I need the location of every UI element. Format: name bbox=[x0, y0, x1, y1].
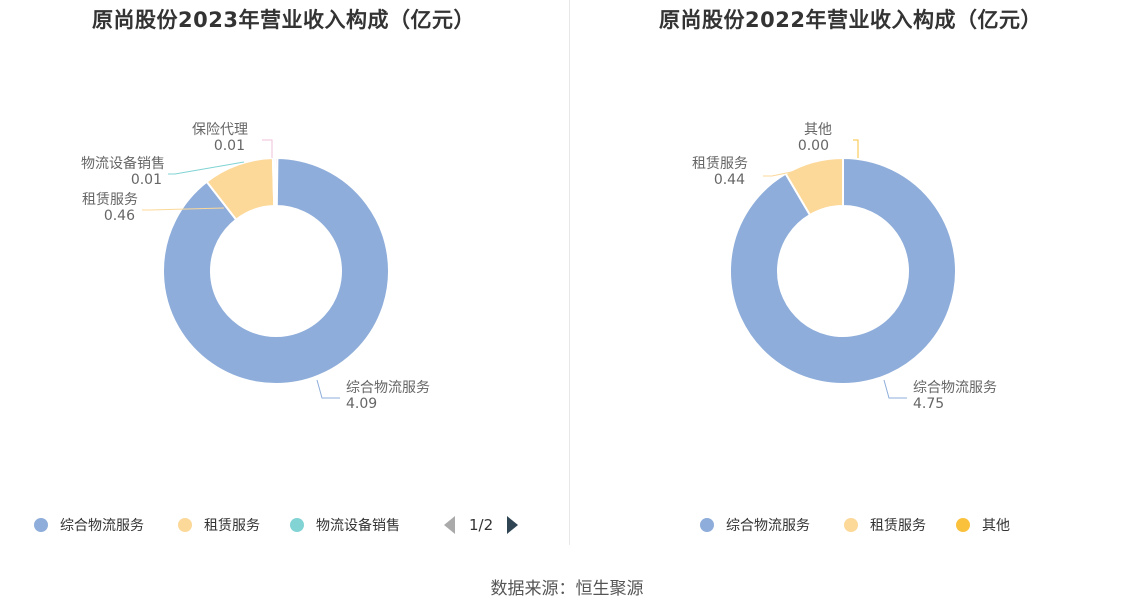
legend-label: 综合物流服务 bbox=[60, 518, 144, 534]
slice-label-value: 4.75 bbox=[913, 396, 944, 412]
slice-label-value: 0.00 bbox=[798, 138, 829, 154]
label-leader-line bbox=[316, 379, 340, 399]
label-leader-line bbox=[262, 139, 273, 158]
panel-divider bbox=[569, 0, 570, 545]
legend-dot bbox=[844, 518, 858, 532]
legend-label: 租赁服务 bbox=[870, 518, 926, 534]
legend-pager: 1/2 bbox=[444, 512, 519, 538]
data-source-note: 数据来源：恒生聚源 bbox=[490, 579, 644, 599]
slice-label-name: 租赁服务 bbox=[692, 156, 748, 172]
slice-label-name: 综合物流服务 bbox=[913, 380, 997, 396]
label-leader-line bbox=[168, 161, 245, 175]
donut-slice[interactable] bbox=[274, 157, 279, 208]
chart-panel-2022: 原尚股份2022年营业收入构成（亿元） 综合物流服务 4.75 租赁服务 0.44 其他… bbox=[567, 0, 1134, 545]
prev-page-icon[interactable] bbox=[444, 516, 455, 534]
legend-item-integrated-logistics[interactable]: 综合物流服务 bbox=[34, 512, 144, 538]
chart-title-2023: 原尚股份2023年营业收入构成（亿元） bbox=[92, 8, 475, 32]
slice-label-name: 保险代理 bbox=[192, 122, 248, 138]
donut-slice[interactable] bbox=[784, 156, 844, 217]
slice-label-name: 综合物流服务 bbox=[346, 380, 430, 396]
slice-label-value: 4.09 bbox=[346, 396, 377, 412]
legend-dot bbox=[290, 518, 304, 532]
donut-slice[interactable] bbox=[729, 156, 957, 385]
slice-label-value: 0.01 bbox=[214, 138, 245, 154]
legend-item-integrated-logistics[interactable]: 综合物流服务 bbox=[700, 512, 810, 538]
slice-label-value: 0.01 bbox=[131, 172, 162, 188]
slice-label-value: 0.44 bbox=[714, 172, 745, 188]
chart-panel-2023: 原尚股份2023年营业收入构成（亿元） 综合物流服务 4.09 租赁服务 0.46 物流… bbox=[0, 0, 567, 545]
legend-dot bbox=[34, 518, 48, 532]
slice-label-name: 物流设备销售 bbox=[81, 155, 165, 172]
page-indicator: 1/2 bbox=[469, 516, 494, 534]
label-leader-line bbox=[763, 169, 802, 177]
legend-label: 租赁服务 bbox=[204, 518, 260, 534]
legend-label: 物流设备销售 bbox=[316, 518, 400, 534]
slice-label-name: 其他 bbox=[804, 122, 832, 138]
chart-title-2022: 原尚股份2022年营业收入构成（亿元） bbox=[659, 8, 1042, 32]
legend-item-equipment-sales[interactable]: 物流设备销售 bbox=[290, 512, 400, 538]
slice-label-name: 租赁服务 bbox=[82, 192, 138, 208]
legend-dot bbox=[700, 518, 714, 532]
legend-dot bbox=[956, 518, 970, 532]
legend-2022: 综合物流服务 租赁服务 其他 bbox=[567, 512, 1134, 538]
legend-item-other[interactable]: 其他 bbox=[956, 512, 1010, 538]
label-leader-line bbox=[883, 379, 907, 399]
legend-dot bbox=[178, 518, 192, 532]
legend-item-leasing[interactable]: 租赁服务 bbox=[844, 512, 926, 538]
legend-label: 其他 bbox=[982, 518, 1010, 534]
legend-label: 综合物流服务 bbox=[726, 518, 810, 534]
next-page-icon[interactable] bbox=[507, 516, 519, 534]
donut-slice[interactable] bbox=[162, 156, 390, 385]
legend-2023: 综合物流服务 租赁服务 物流设备销售 1/2 bbox=[0, 512, 567, 538]
legend-item-leasing[interactable]: 租赁服务 bbox=[178, 512, 260, 538]
label-leader-line bbox=[853, 139, 859, 158]
slice-label-value: 0.46 bbox=[104, 208, 135, 224]
label-leader-line bbox=[142, 207, 225, 211]
